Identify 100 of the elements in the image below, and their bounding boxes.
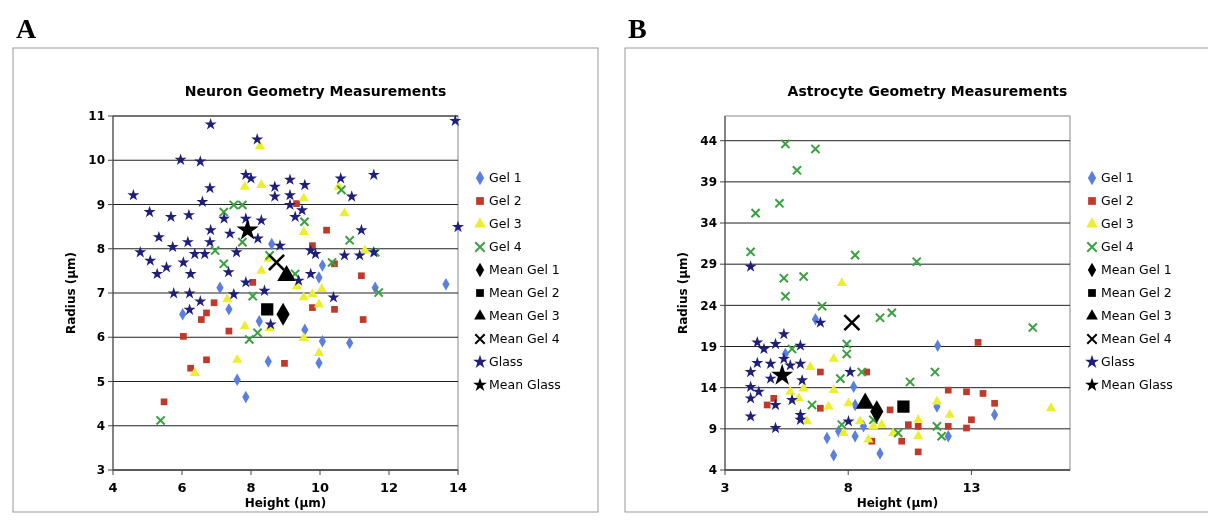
point bbox=[770, 395, 778, 402]
point bbox=[327, 257, 338, 268]
point bbox=[298, 332, 309, 342]
legend-label: Mean Gel 4 bbox=[489, 331, 560, 347]
point bbox=[218, 206, 229, 218]
point bbox=[904, 421, 912, 429]
legend-label: Gel 4 bbox=[1101, 239, 1134, 255]
point bbox=[791, 165, 803, 176]
point bbox=[841, 338, 852, 350]
point bbox=[358, 272, 365, 280]
point bbox=[323, 226, 330, 234]
point bbox=[244, 334, 255, 345]
point bbox=[232, 353, 243, 363]
point bbox=[267, 253, 286, 272]
point bbox=[876, 418, 887, 428]
point bbox=[197, 316, 205, 323]
point bbox=[850, 250, 861, 261]
point bbox=[842, 415, 855, 427]
point bbox=[835, 373, 846, 384]
point bbox=[805, 361, 816, 371]
point bbox=[237, 237, 248, 248]
point bbox=[780, 291, 791, 302]
point bbox=[298, 226, 309, 235]
point bbox=[904, 376, 916, 387]
legend-label: Mean Gel 2 bbox=[1101, 285, 1172, 301]
y-tick-label: 6 bbox=[96, 330, 105, 345]
point bbox=[309, 304, 316, 311]
point bbox=[1045, 402, 1057, 412]
legend-label: Mean Glass bbox=[489, 377, 561, 393]
legend-label: Mean Gel 3 bbox=[489, 308, 560, 324]
y-tick-label: 24 bbox=[700, 298, 717, 313]
point bbox=[929, 366, 941, 378]
y-tick-label: 5 bbox=[96, 374, 105, 389]
chart-title: Neuron Geometry Measurements bbox=[184, 83, 447, 99]
point bbox=[796, 373, 809, 386]
point bbox=[817, 404, 824, 412]
point bbox=[784, 359, 797, 371]
point bbox=[823, 400, 834, 410]
point bbox=[913, 413, 924, 423]
point bbox=[744, 365, 757, 378]
point bbox=[239, 320, 250, 330]
y-tick-label: 4 bbox=[708, 463, 717, 478]
point bbox=[307, 288, 318, 298]
point bbox=[293, 200, 300, 207]
point bbox=[911, 256, 922, 267]
point bbox=[817, 368, 824, 376]
point bbox=[786, 393, 799, 406]
point bbox=[180, 333, 187, 340]
point bbox=[744, 260, 757, 272]
x-tick-label: 14 bbox=[448, 480, 468, 495]
point bbox=[751, 356, 764, 369]
y-axis-title: Radius (µm) bbox=[676, 251, 690, 335]
point bbox=[359, 316, 367, 323]
point bbox=[744, 392, 757, 404]
point bbox=[750, 208, 761, 219]
point bbox=[780, 138, 791, 150]
point bbox=[764, 357, 777, 369]
x-tick-label: 4 bbox=[108, 480, 118, 495]
point bbox=[757, 342, 770, 355]
point bbox=[843, 313, 861, 332]
legend-label: Gel 1 bbox=[489, 170, 522, 186]
point bbox=[751, 336, 764, 348]
legend-label: Gel 1 bbox=[1101, 170, 1134, 186]
point bbox=[155, 415, 166, 426]
x-tick-label: 6 bbox=[177, 480, 187, 495]
y-tick-label: 44 bbox=[700, 133, 717, 148]
point bbox=[298, 291, 309, 301]
point bbox=[298, 192, 309, 202]
point bbox=[914, 448, 922, 456]
point bbox=[299, 216, 310, 227]
point bbox=[344, 235, 355, 246]
point bbox=[331, 306, 338, 313]
point bbox=[769, 337, 782, 350]
x-axis-title: Height (µm) bbox=[244, 496, 327, 510]
point bbox=[1027, 322, 1038, 333]
point bbox=[187, 364, 194, 372]
legend-label: Gel 2 bbox=[1101, 193, 1134, 209]
point bbox=[794, 339, 807, 351]
legend-label: Glass bbox=[489, 354, 523, 370]
point bbox=[843, 397, 854, 407]
point bbox=[944, 423, 952, 430]
x-tick-label: 8 bbox=[843, 480, 853, 495]
point bbox=[828, 384, 839, 394]
point bbox=[991, 399, 998, 407]
point bbox=[836, 419, 847, 430]
y-axis-title: Radius (µm) bbox=[64, 251, 78, 335]
point bbox=[893, 427, 904, 439]
point bbox=[868, 414, 879, 425]
point bbox=[777, 327, 790, 340]
point bbox=[836, 277, 847, 287]
legend-label: Mean Glass bbox=[1101, 377, 1173, 393]
point bbox=[817, 301, 828, 312]
y-tick-label: 9 bbox=[96, 197, 105, 212]
point bbox=[281, 360, 288, 367]
point bbox=[974, 339, 982, 346]
point bbox=[336, 184, 347, 195]
point bbox=[798, 271, 809, 282]
point bbox=[256, 179, 267, 188]
y-tick-label: 7 bbox=[96, 286, 105, 301]
point bbox=[313, 347, 325, 357]
